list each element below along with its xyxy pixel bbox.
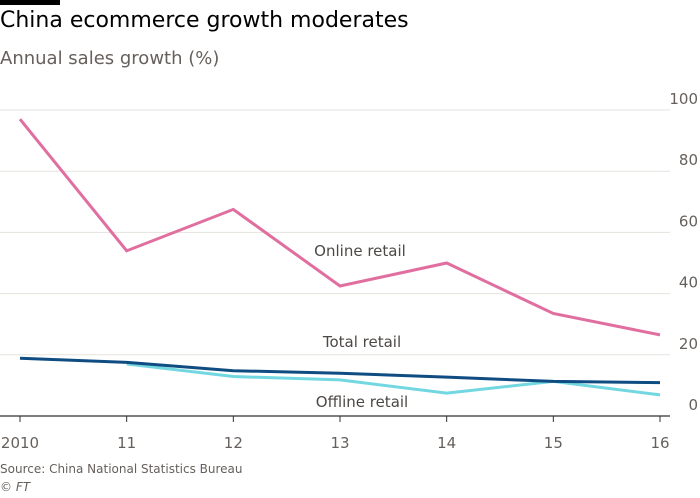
x-tick-label-2010: 2010 [1, 434, 39, 452]
source-note: Source: China National Statistics Bureau [0, 462, 243, 476]
chart-labels: 0 20 40 60 80 100 2010 11 12 13 14 15 16 Online retai… [1, 90, 698, 452]
series-line-offline [126, 362, 661, 397]
x-tick-label-2011: 11 [117, 434, 136, 452]
x-tick-label-2013: 13 [330, 434, 349, 452]
grid-lines [0, 109, 670, 356]
y-tick-label-100: 100 [669, 90, 698, 108]
x-tick-label-2015: 15 [544, 434, 563, 452]
y-tick-label-20: 20 [679, 335, 698, 353]
chart-title: China ecommerce growth moderates [0, 8, 409, 33]
x-tick-label-2012: 12 [224, 434, 243, 452]
y-tick-label-40: 40 [679, 274, 698, 292]
series-lines [18, 118, 661, 397]
x-tick-label-2014: 14 [437, 434, 456, 452]
y-tick-label-80: 80 [679, 151, 698, 169]
x-tick-label-2016: 16 [650, 434, 669, 452]
brand-bar [0, 0, 60, 5]
chart-subtitle: Annual sales growth (%) [0, 48, 220, 69]
x-axis [0, 415, 670, 422]
credit-note: © FT [0, 480, 31, 494]
series-label-offline: Offline retail [316, 393, 408, 411]
y-tick-label-60: 60 [679, 212, 698, 230]
series-label-total: Total retail [322, 333, 401, 351]
series-line-total [19, 356, 661, 385]
y-tick-label-0: 0 [688, 396, 698, 414]
series-line-online [18, 118, 661, 337]
series-label-online: Online retail [314, 242, 406, 260]
